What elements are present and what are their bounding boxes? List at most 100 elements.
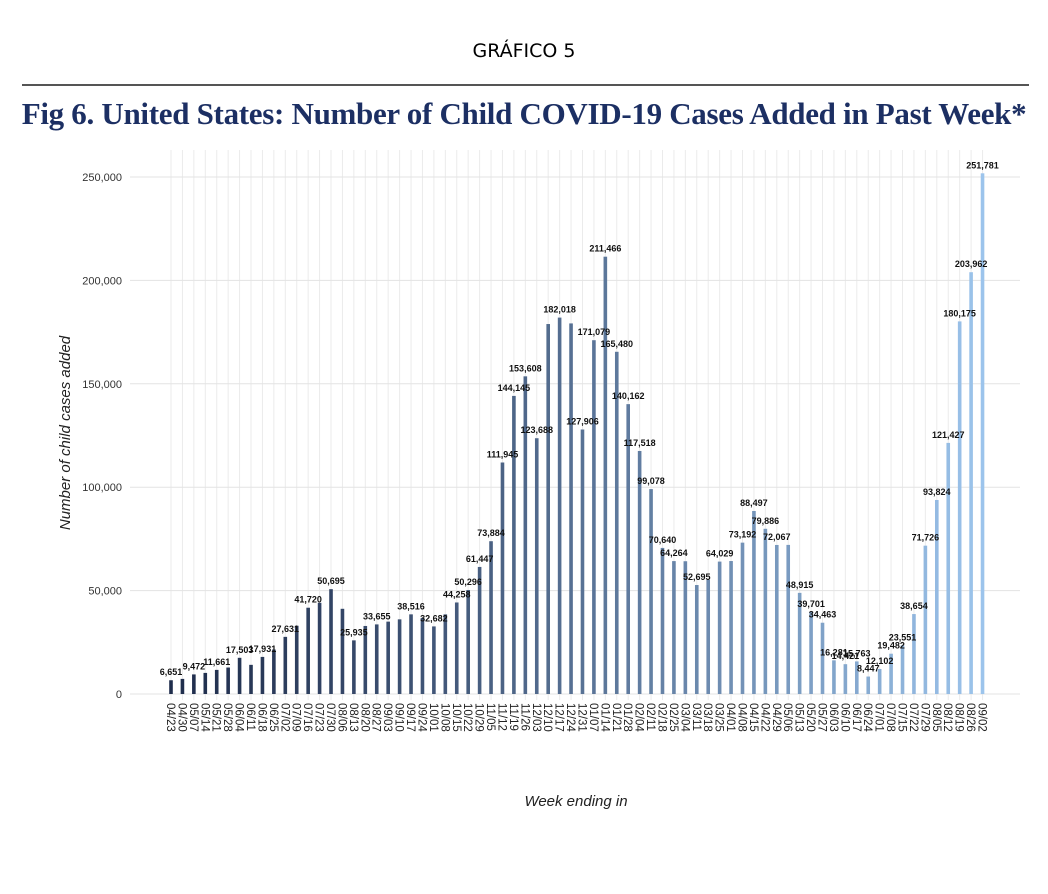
x-tick-label: 12/24 xyxy=(564,703,576,732)
x-tick-label: 05/07 xyxy=(187,703,199,732)
x-tick-label: 07/02 xyxy=(278,703,290,732)
x-tick-label: 06/18 xyxy=(255,703,267,732)
bar xyxy=(374,624,379,694)
x-tick-label: 04/15 xyxy=(747,703,759,732)
bar-value-label: 88,497 xyxy=(740,498,768,508)
bar-value-label: 52,695 xyxy=(683,572,711,582)
x-tick-label: 07/16 xyxy=(301,703,313,732)
x-tick-label: 07/08 xyxy=(884,703,896,732)
x-tick-label: 01/07 xyxy=(587,703,599,732)
bar-value-label: 144,145 xyxy=(498,383,531,393)
bar xyxy=(855,661,859,694)
x-tick-label: 07/22 xyxy=(907,703,919,732)
bar-value-label: 182,018 xyxy=(543,305,576,315)
bar-value-label: 44,258 xyxy=(443,589,471,599)
bar xyxy=(523,376,528,694)
x-tick-label: 06/24 xyxy=(861,703,873,732)
bar xyxy=(180,678,185,694)
bar xyxy=(466,589,470,694)
bar xyxy=(843,664,848,694)
y-axis-title: Number of child cases added xyxy=(57,335,74,530)
bar xyxy=(660,547,665,694)
bar-value-label: 14,421 xyxy=(832,651,860,661)
bar xyxy=(249,664,253,694)
x-tick-label: 08/05 xyxy=(930,703,942,732)
bar xyxy=(752,510,756,694)
bar xyxy=(729,561,733,694)
x-tick-label: 09/10 xyxy=(393,703,405,732)
x-tick-label: 04/30 xyxy=(175,703,187,732)
x-tick-label: 06/04 xyxy=(233,703,245,732)
bar xyxy=(203,672,208,694)
x-tick-label: 11/19 xyxy=(507,703,519,731)
x-tick-label: 12/17 xyxy=(553,703,565,732)
x-tick-label: 03/04 xyxy=(678,703,690,732)
bar-value-label: 171,079 xyxy=(578,327,611,337)
x-axis-title: Week ending in xyxy=(524,793,627,810)
bar-value-label: 50,695 xyxy=(317,576,345,586)
bar xyxy=(237,657,242,694)
bar-value-label: 33,655 xyxy=(363,611,391,621)
bar xyxy=(592,340,596,694)
bar xyxy=(774,544,779,694)
bar-value-label: 121,427 xyxy=(932,430,965,440)
bar-value-label: 6,651 xyxy=(160,667,183,677)
bar xyxy=(352,640,356,694)
bar xyxy=(923,545,928,694)
x-tick-label: 05/27 xyxy=(816,703,828,732)
bar xyxy=(214,669,219,694)
bar-value-label: 140,162 xyxy=(612,391,645,401)
x-tick-label: 12/03 xyxy=(530,703,542,732)
bar-value-label: 17,503 xyxy=(226,645,254,655)
y-tick-label: 250,000 xyxy=(82,172,122,184)
bar-value-label: 38,516 xyxy=(397,601,425,611)
x-tick-label: 03/25 xyxy=(713,703,725,732)
bar xyxy=(306,607,310,694)
bar xyxy=(272,649,276,694)
x-tick-label: 08/06 xyxy=(335,703,347,732)
x-tick-label: 10/29 xyxy=(473,703,485,732)
bar xyxy=(329,589,333,694)
x-tick-label: 08/27 xyxy=(370,703,382,732)
bar-value-label: 27,631 xyxy=(272,624,300,634)
bar xyxy=(363,625,368,694)
bar xyxy=(672,561,676,694)
y-tick-label: 200,000 xyxy=(82,275,122,287)
x-tick-label: 09/03 xyxy=(381,703,393,732)
x-tick-label: 04/23 xyxy=(164,703,176,732)
x-tick-label: 01/28 xyxy=(621,703,633,732)
bar-value-label: 72,067 xyxy=(763,532,791,542)
x-tick-label: 07/30 xyxy=(324,703,336,732)
bar xyxy=(443,614,448,694)
x-tick-label: 08/12 xyxy=(941,703,953,732)
bar-value-label: 79,886 xyxy=(752,516,780,526)
bar-value-label: 16,281 xyxy=(820,647,848,657)
x-tick-label: 09/02 xyxy=(976,703,988,732)
bar xyxy=(935,499,939,694)
bar-value-label: 8,447 xyxy=(857,664,880,674)
bar-value-label: 32,682 xyxy=(420,613,448,623)
bar-value-label: 50,296 xyxy=(454,577,482,587)
bar xyxy=(683,561,688,694)
bar-value-label: 9,472 xyxy=(183,661,206,671)
bar-value-label: 39,701 xyxy=(797,599,825,609)
bar xyxy=(969,272,973,694)
bar-value-label: 70,640 xyxy=(649,535,677,545)
bar-value-label: 19,482 xyxy=(877,641,905,651)
bar xyxy=(957,321,962,694)
x-tick-label: 10/08 xyxy=(438,703,450,732)
x-axis-ticks: 04/23 04/30 05/07 05/14 05/21 05/28 06/04 06/11… xyxy=(164,703,988,732)
y-tick-label: 150,000 xyxy=(82,379,122,391)
x-tick-label: 06/25 xyxy=(267,703,279,732)
x-tick-label: 02/11 xyxy=(644,703,656,731)
bar xyxy=(580,429,585,694)
bar xyxy=(294,625,299,694)
bar-value-label: 64,264 xyxy=(660,548,688,558)
bar xyxy=(626,404,630,694)
chart-title: Fig 6. United States: Number of Child CO… xyxy=(21,96,1027,131)
bar xyxy=(569,323,573,694)
bar-value-label: 73,192 xyxy=(729,530,757,540)
bar xyxy=(809,611,813,694)
